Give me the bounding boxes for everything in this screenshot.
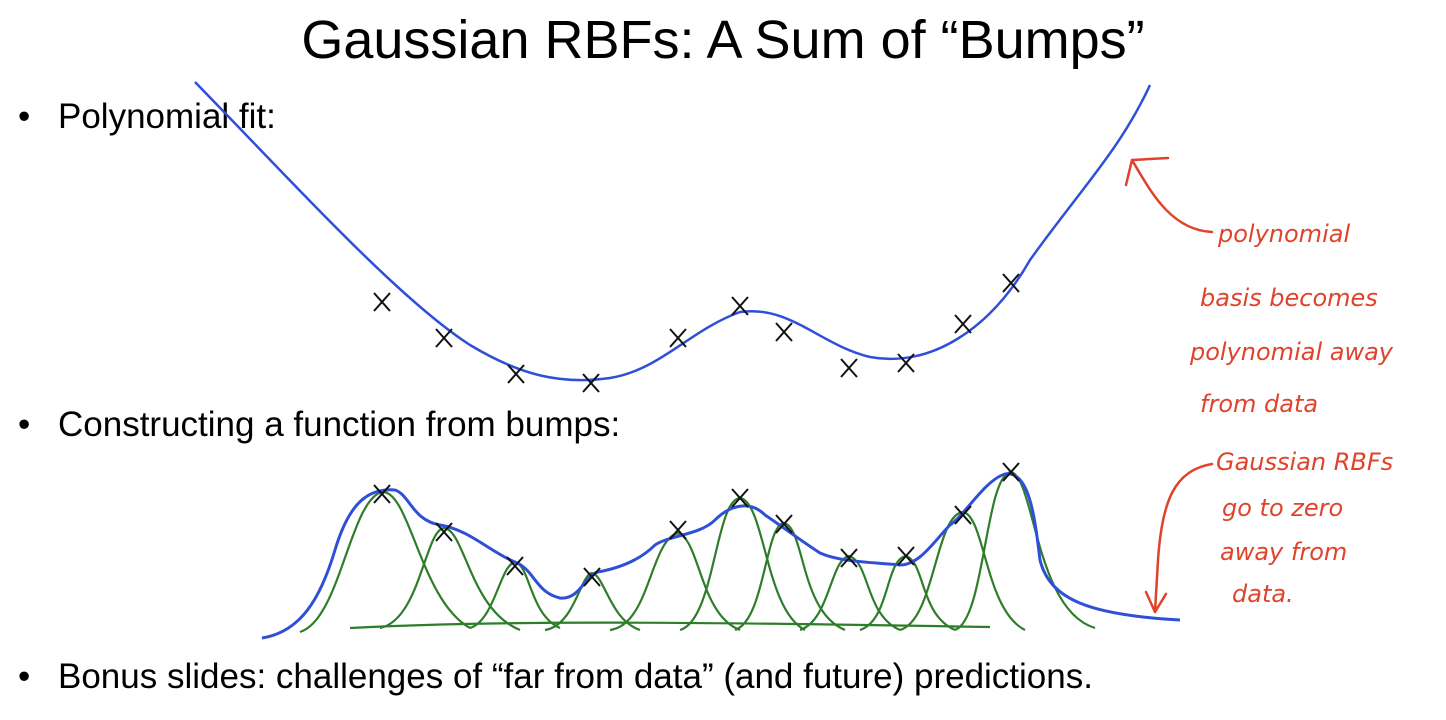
rbf-annotation-arrow xyxy=(1144,462,1214,614)
data-mark xyxy=(897,353,915,373)
svg-text:polynomial: polynomial xyxy=(1217,220,1350,248)
rbf-data-marks xyxy=(373,462,1020,587)
data-mark xyxy=(954,314,972,334)
polynomial-annotation: polynomial basis becomes polynomial away… xyxy=(1189,220,1394,418)
polynomial-data-marks xyxy=(373,273,1020,393)
svg-text:polynomial away: polynomial away xyxy=(1189,338,1394,366)
polynomial-annotation-arrow xyxy=(1124,156,1214,234)
bullet-bonus: • Bonus slides: challenges of “far from d… xyxy=(18,656,1093,698)
rbf-annotation: Gaussian RBFs go to zero away from data. xyxy=(1216,448,1393,608)
data-mark xyxy=(507,364,525,384)
bullet-bumps: • Constructing a function from bumps: xyxy=(18,404,620,446)
bullet-text: Constructing a function from bumps: xyxy=(58,405,621,444)
data-mark xyxy=(435,328,453,348)
data-mark xyxy=(731,488,749,508)
data-mark xyxy=(731,296,749,316)
bullet-text: Bonus slides: challenges of “far from da… xyxy=(58,657,1093,696)
data-mark xyxy=(897,546,915,566)
data-mark xyxy=(1002,273,1020,293)
data-mark xyxy=(840,358,858,378)
data-mark xyxy=(775,322,793,342)
data-mark xyxy=(775,514,793,534)
data-mark xyxy=(954,505,972,525)
data-mark xyxy=(373,292,391,312)
data-mark xyxy=(506,556,524,576)
data-mark xyxy=(1002,462,1020,482)
bullet-dot: • xyxy=(18,97,31,136)
bullet-dot: • xyxy=(18,405,31,444)
svg-text:from data: from data xyxy=(1200,390,1318,418)
data-mark xyxy=(669,520,687,540)
rbf-sum-curve xyxy=(261,472,1181,640)
data-mark xyxy=(669,328,687,348)
svg-text:data.: data. xyxy=(1232,580,1294,608)
data-mark xyxy=(373,484,391,504)
bullet-dot: • xyxy=(18,657,31,696)
data-mark xyxy=(582,373,600,393)
svg-text:basis becomes: basis becomes xyxy=(1200,284,1378,312)
data-mark xyxy=(840,548,858,568)
svg-text:away from: away from xyxy=(1220,538,1347,566)
polynomial-fit-curve xyxy=(194,81,1152,382)
slide-title: Gaussian RBFs: A Sum of “Bumps” xyxy=(301,10,1145,70)
data-mark xyxy=(435,522,453,542)
svg-text:go to zero: go to zero xyxy=(1222,494,1343,522)
data-mark xyxy=(583,567,601,587)
bullet-polynomial-fit: • Polynomial fit: xyxy=(18,96,276,138)
svg-text:Gaussian RBFs: Gaussian RBFs xyxy=(1216,448,1393,476)
